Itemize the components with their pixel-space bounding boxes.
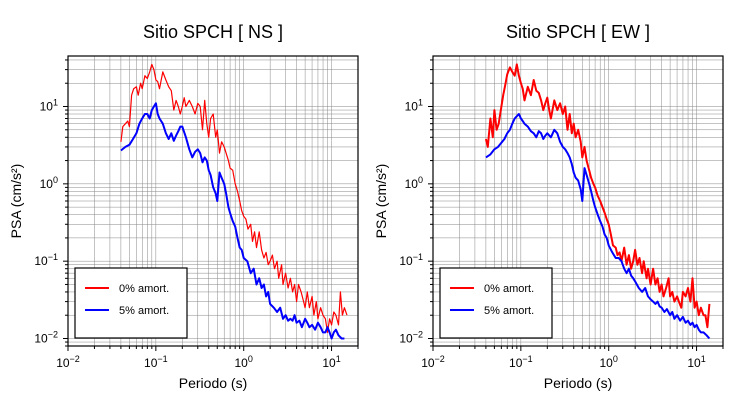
y-tick-label: 10−2 xyxy=(34,330,58,346)
y-tick-label: 101 xyxy=(40,98,58,114)
chart-title: Sitio SPCH [ NS ] xyxy=(143,22,283,42)
x-tick-label: 10−2 xyxy=(421,354,445,370)
legend-label: 0% amort. xyxy=(119,283,169,295)
y-axis-label: PSA (cm/s²) xyxy=(8,164,24,239)
x-axis-label: Periodo (s) xyxy=(179,375,247,391)
y-axis-label: PSA (cm/s²) xyxy=(373,164,389,239)
legend-label: 5% amort. xyxy=(119,305,169,317)
y-tick-label: 100 xyxy=(40,175,58,191)
chart-title: Sitio SPCH [ EW ] xyxy=(506,22,650,42)
legend-box xyxy=(439,267,553,339)
x-axis-label: Periodo (s) xyxy=(544,375,612,391)
ticks xyxy=(63,59,359,351)
x-tick-label: 10−1 xyxy=(509,354,533,370)
y-tick-label: 10−1 xyxy=(399,252,423,268)
series-line-damped xyxy=(485,113,711,340)
x-tick-label: 100 xyxy=(235,354,253,370)
ticks xyxy=(428,59,724,351)
y-tick-label: 10−1 xyxy=(34,252,58,268)
legend-label: 0% amort. xyxy=(484,283,534,295)
y-tick-label: 101 xyxy=(405,98,423,114)
series-line-undamped xyxy=(484,63,711,329)
chart-panel-2: 10−2 10−1 100 101 10−2 10−1 100 101 Sitio SPCH [… xyxy=(373,22,724,391)
series-line-undamped xyxy=(120,63,348,333)
y-tick-label: 10−2 xyxy=(399,330,423,346)
series-group xyxy=(484,63,711,340)
series-line-damped xyxy=(120,102,345,340)
series-group xyxy=(120,63,348,340)
legend-box xyxy=(74,267,188,339)
x-tick-label: 10−1 xyxy=(144,354,168,370)
x-tick-label: 10−2 xyxy=(56,354,80,370)
x-tick-label: 101 xyxy=(687,354,705,370)
legend-label: 5% amort. xyxy=(484,305,534,317)
x-tick-label: 101 xyxy=(322,354,340,370)
legend: 0% amort. 5% amort. xyxy=(74,267,188,339)
y-tick-label: 100 xyxy=(405,175,423,191)
chart-panel-1: 10−2 10−1 100 101 10−2 10−1 100 101 Sitio SPCH [… xyxy=(8,22,359,391)
legend: 0% amort. 5% amort. xyxy=(439,267,553,339)
x-tick-label: 100 xyxy=(600,354,618,370)
